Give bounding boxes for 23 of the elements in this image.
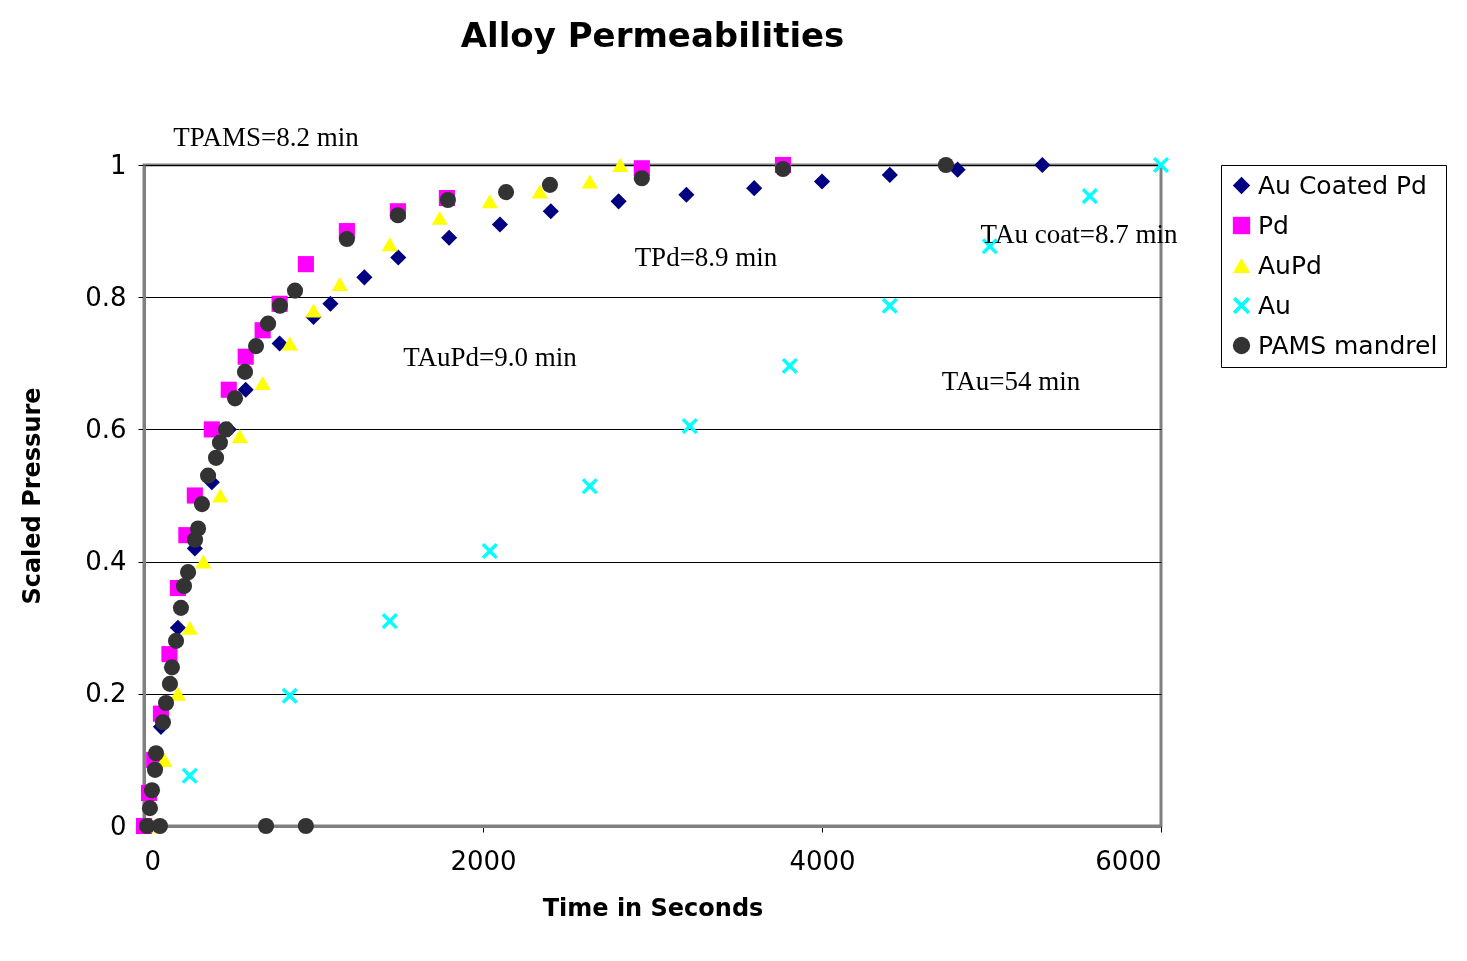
text: TPAMS=8.2 min: [173, 122, 360, 152]
y-axis-title: Scaled Pressure: [18, 387, 47, 605]
legend-label: Au: [1258, 290, 1291, 320]
annotation: TAu=54 min: [941, 366, 1081, 396]
legend-label: Pd: [1258, 210, 1289, 240]
y-tick-label: 0.2: [85, 678, 127, 709]
y-tick-label: 0.4: [85, 546, 127, 577]
x-axis-title: Time in Seconds: [542, 893, 764, 922]
chart-title: Alloy Permeabilities: [460, 15, 845, 55]
y-tick-label: 0: [109, 810, 127, 841]
y-tick-label: 0.8: [85, 281, 127, 312]
legend-label: PAMS mandrel: [1258, 330, 1438, 360]
x-tick-label: 2000: [450, 845, 517, 876]
x-tick-label: 4000: [789, 845, 856, 876]
y-tick-label: 1: [109, 149, 127, 180]
annotation: TAuPd=9.0 min: [403, 342, 578, 372]
y-tick-label: 0.6: [85, 413, 127, 444]
annotation: TPd=8.9 min: [634, 242, 778, 272]
legend-label: AuPd: [1258, 250, 1322, 280]
legend-label: Au Coated Pd: [1258, 170, 1427, 200]
annotation: TAu coat=8.7 min: [980, 219, 1178, 249]
x-tick-label: 6000: [1095, 845, 1162, 876]
x-tick-label: 0: [144, 845, 162, 876]
